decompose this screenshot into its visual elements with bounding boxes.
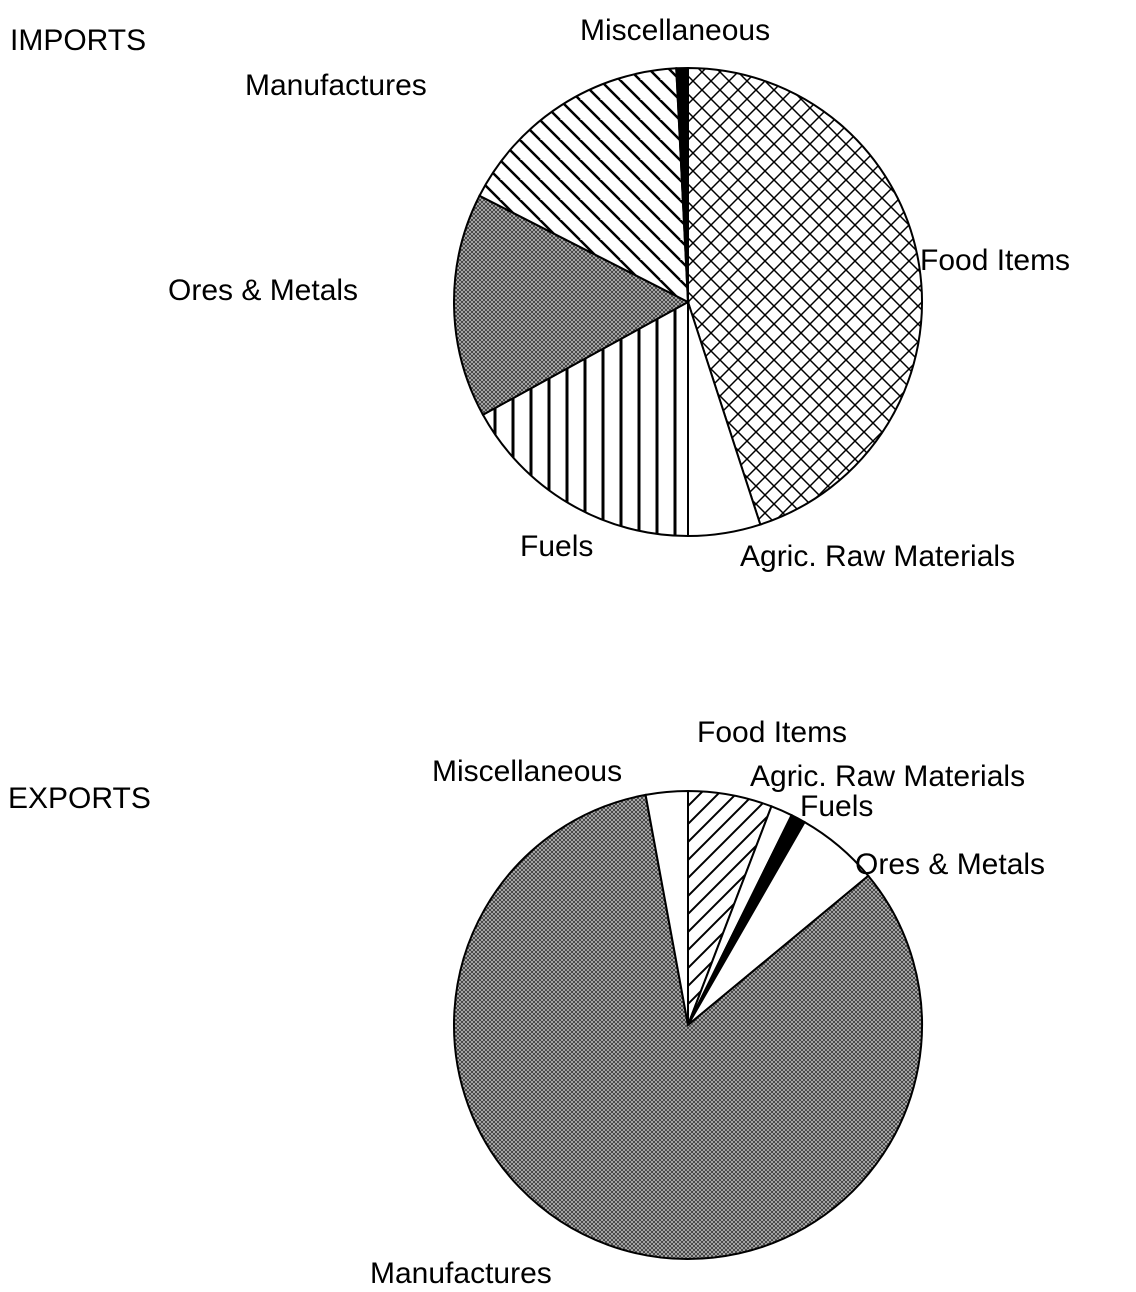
slice-label: Manufactures — [245, 69, 427, 102]
slice-label: Miscellaneous — [432, 755, 622, 788]
slice-label: Fuels — [520, 530, 593, 563]
imports-title: IMPORTS — [10, 24, 146, 57]
pie-slice — [644, 789, 689, 1026]
pie-slice — [481, 300, 689, 538]
pie-slice — [675, 66, 689, 303]
slice-label: Miscellaneous — [580, 14, 770, 47]
pie-slice — [453, 793, 923, 1260]
pie-slice — [687, 66, 923, 526]
pie-slice — [453, 194, 691, 417]
slice-label: Food Items — [920, 244, 1070, 277]
pie-slice — [478, 67, 690, 304]
slice-label: Ores & Metals — [855, 848, 1045, 881]
slice-label: Agric. Raw Materials — [750, 760, 1025, 793]
slice-label: Manufactures — [370, 1257, 552, 1290]
slice-label: Ores & Metals — [168, 274, 358, 307]
slice-label: Food Items — [697, 716, 847, 749]
slice-label: Agric. Raw Materials — [740, 540, 1015, 573]
exports-title: EXPORTS — [8, 782, 151, 815]
slice-label: Fuels — [800, 790, 873, 823]
